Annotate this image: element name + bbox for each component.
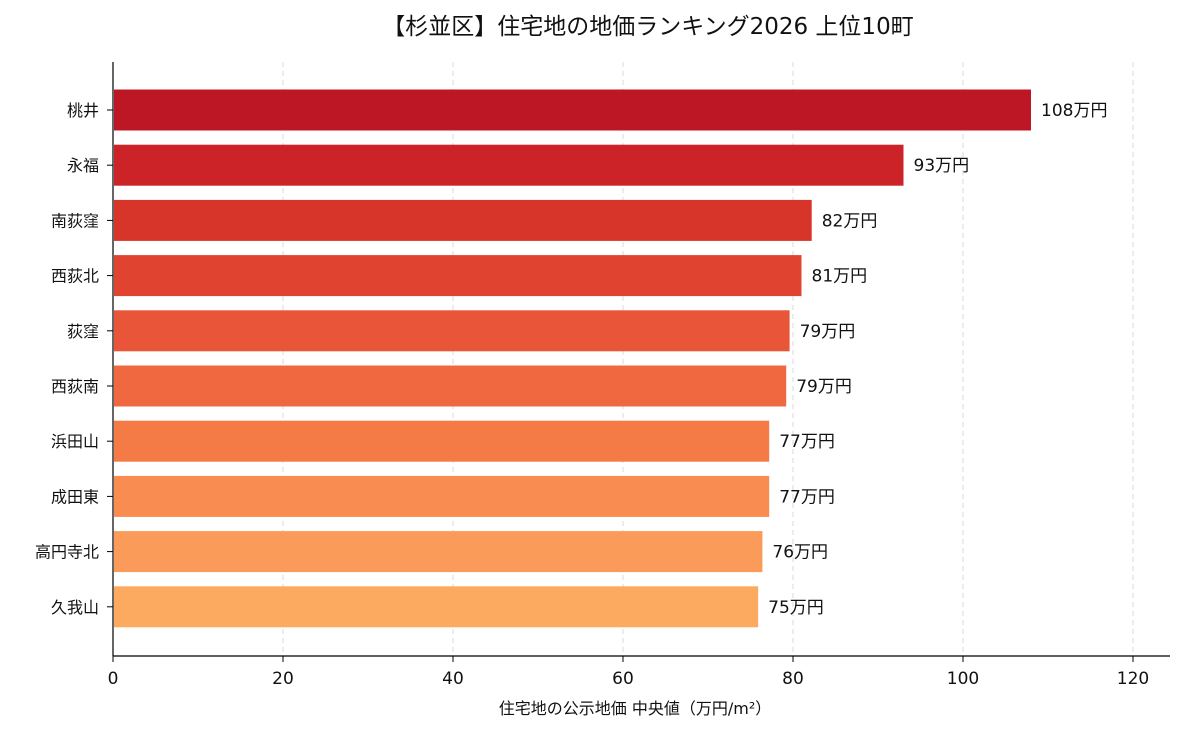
y-tick-label-4: 荻窪 [67,322,99,341]
data-label-0: 108万円 [1041,101,1107,121]
y-tick-label-6: 浜田山 [51,432,99,451]
data-label-9: 75万円 [768,598,824,618]
data-label-8: 76万円 [772,543,828,563]
bar-4 [114,310,790,352]
x-ticks: 0 20 40 60 80 100 120 [108,656,1149,689]
y-tick-label-2: 南荻窪 [51,211,99,230]
axes [112,62,1170,657]
bar-5 [114,365,787,407]
chart-title: 【杉並区】住宅地の地価ランキング2026 上位10町 [382,14,913,40]
y-tick-label-1: 永福 [67,156,99,175]
y-tick-label-8: 高円寺北 [35,543,99,562]
x-tick-label-6: 120 [1117,669,1149,689]
bar-8 [114,531,763,573]
bar-3 [114,255,802,297]
x-tick-label-5: 100 [947,669,979,689]
y-tick-label-0: 桃井 [67,101,99,120]
data-label-2: 82万円 [822,211,878,231]
y-tick-label-9: 久我山 [51,598,99,617]
data-labels: 108万円 93万円 82万円 81万円 79万円 79万円 77万円 77万円 76万円 75万… [768,101,1107,618]
data-label-6: 77万円 [779,432,835,452]
x-axis-label: 住宅地の公示地価 中央値（万円/m²） [499,699,771,718]
x-tick-label-1: 20 [272,669,294,689]
data-label-3: 81万円 [812,267,868,287]
x-tick-label-4: 80 [782,669,804,689]
y-tick-label-3: 西荻北 [51,267,99,286]
y-tick-label-7: 成田東 [51,487,99,506]
x-tick-label-0: 0 [108,669,119,689]
bar-0 [114,89,1031,131]
x-tick-label-2: 40 [442,669,464,689]
bar-1 [114,144,904,186]
y-tick-label-5: 西荻南 [51,377,99,396]
bar-2 [114,199,812,241]
data-label-4: 79万円 [800,322,856,342]
bar-9 [114,586,759,628]
data-label-5: 79万円 [796,377,852,397]
data-label-7: 77万円 [779,487,835,507]
x-tick-label-3: 60 [612,669,634,689]
bar-6 [114,420,770,462]
data-label-1: 93万円 [914,156,970,176]
bar-7 [114,475,770,517]
bars [114,89,1031,628]
